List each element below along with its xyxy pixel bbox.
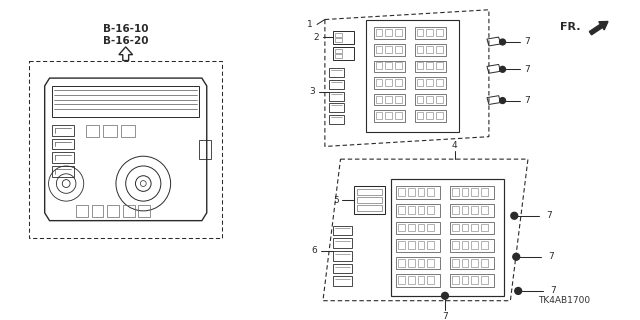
Text: 3: 3	[309, 87, 315, 96]
Text: FR.: FR.	[560, 22, 580, 32]
Text: 7: 7	[547, 211, 552, 220]
Text: 7: 7	[524, 37, 530, 46]
Text: 7: 7	[550, 286, 556, 295]
Circle shape	[500, 66, 506, 72]
FancyArrow shape	[589, 21, 608, 35]
Text: 7: 7	[524, 65, 530, 74]
Text: 6: 6	[311, 246, 317, 255]
Text: B-16-20: B-16-20	[103, 36, 148, 46]
Circle shape	[500, 98, 506, 103]
Circle shape	[511, 212, 518, 219]
Text: TK4AB1700: TK4AB1700	[538, 296, 590, 305]
Text: 5: 5	[333, 196, 339, 205]
Text: 7: 7	[524, 96, 530, 105]
Circle shape	[500, 39, 506, 45]
Circle shape	[513, 253, 520, 260]
Text: 7: 7	[442, 312, 448, 320]
Circle shape	[515, 288, 522, 294]
Text: 7: 7	[548, 252, 554, 261]
Text: 2: 2	[314, 33, 319, 42]
Circle shape	[442, 292, 449, 299]
Text: 1: 1	[307, 20, 313, 29]
Text: B-16-10: B-16-10	[103, 24, 148, 34]
Text: 4: 4	[452, 141, 458, 150]
